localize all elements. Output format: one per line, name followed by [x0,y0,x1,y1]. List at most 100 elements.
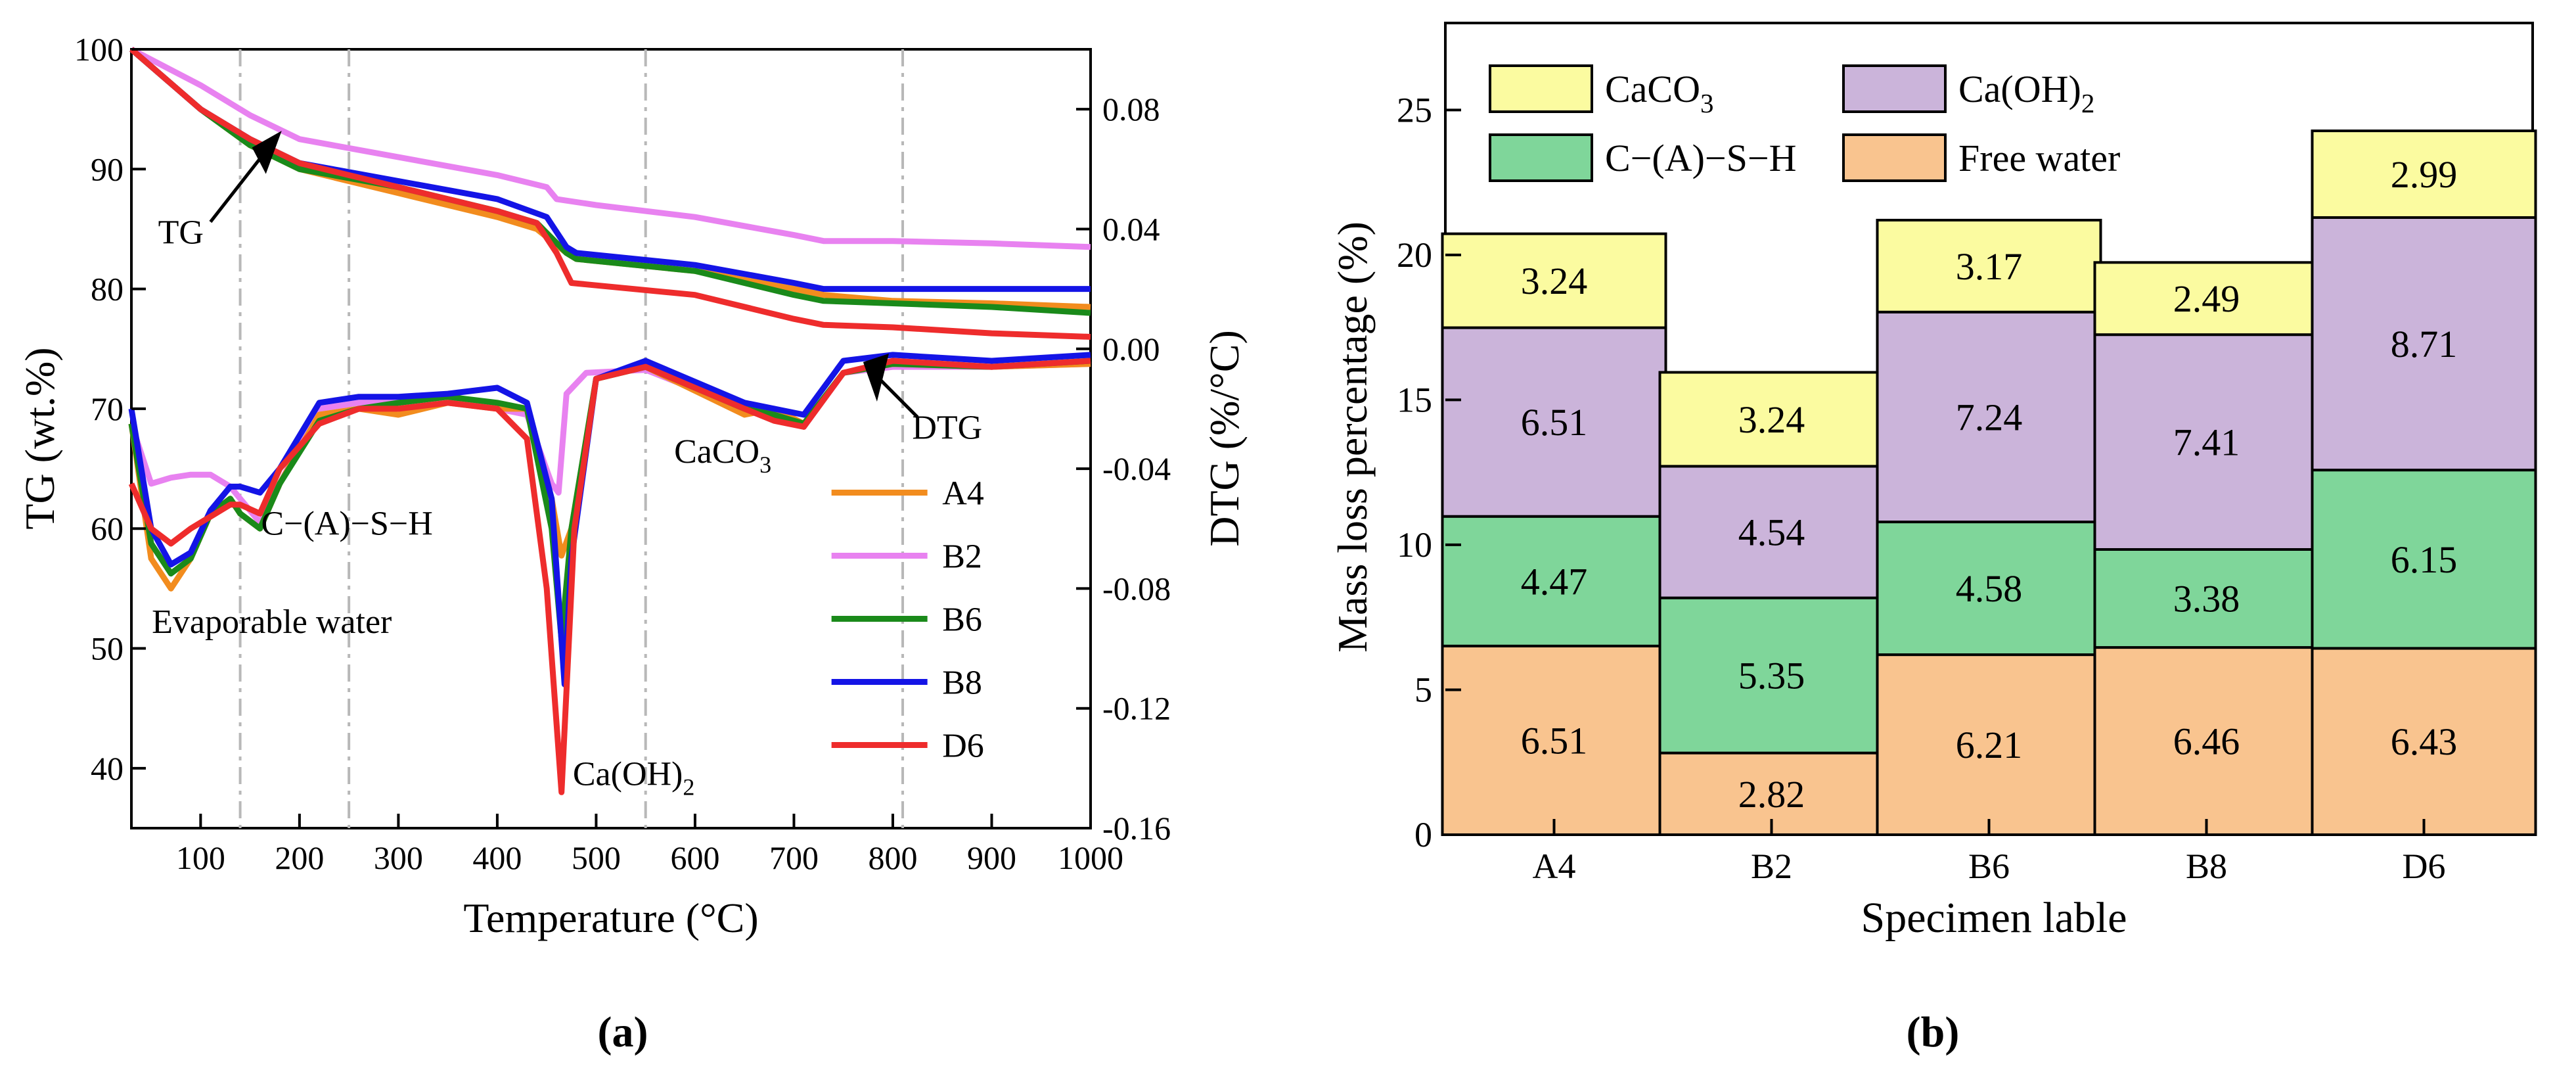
y-tick-label-a: 90 [91,151,124,187]
bar-segment-B8 [2093,646,2320,836]
bar-segment-A4 [1441,232,1667,329]
bar-segment-D6 [2311,647,2537,836]
y-tick-label-b: 5 [1414,670,1432,709]
tg-line-B8 [129,47,1091,292]
bar-segment-B2 [1658,371,1885,468]
bar-segment-A4 [1441,515,1667,647]
tg-line-D6 [129,47,1091,340]
legend-swatch-b [1489,64,1593,113]
y-tick-label-b: 15 [1397,380,1432,419]
x-tick-label-a: 400 [472,839,522,876]
bar-value-label: 6.51 [1521,401,1588,444]
tg-line-B2 [129,47,1091,250]
y-tick-label-a: 40 [91,750,124,787]
bar-value-label: 2.99 [2391,153,2458,196]
legend-label-A4: A4 [942,475,984,513]
dtg-arrow-head [863,354,889,402]
x-tick-label-a: 1000 [1058,839,1123,876]
legend-label-D6: D6 [942,728,984,765]
evaporable-water-annotation: Evaporable water [152,603,392,641]
caoh2-annotation: Ca(OH)2 [573,755,695,800]
legend-swatch-b [1842,133,1947,182]
bar-segment-B2 [1658,596,1885,755]
y2-tick-label-a: 0.04 [1102,210,1160,247]
bar-value-label: 2.49 [2173,277,2240,320]
legend-label-b: CaCO3 [1605,68,1714,118]
dtg-line-B8 [128,352,1091,687]
x-tick-label-a: 300 [374,839,423,876]
bar-value-label: 3.17 [1956,245,2023,288]
bar-value-label: 6.15 [2391,538,2458,581]
dtg-annotation: DTG [912,409,982,447]
bar-segment-D6 [2311,216,2537,472]
bar-segment-A4 [1441,644,1667,836]
tg-arrow-head [252,130,282,174]
legend-label-B2: B2 [942,538,982,576]
x-axis-label-b: Specimen lable [1861,894,2127,942]
bar-segment-B8 [2093,548,2320,649]
tg-arrow [209,151,267,223]
y-tick-label-a: 70 [91,390,124,427]
y2-tick-label-a: 0.08 [1102,91,1160,128]
y2-tick-label-a: 0.00 [1102,331,1160,367]
y2-tick-label-a: -0.08 [1102,570,1171,607]
mass-loss-chart: 6.51 4.47 6.51 3.24 2.82 5.35 4.54 3.24 6.21 4.58… [1329,22,2537,1056]
bar-segment-B6 [1876,218,2102,314]
legend-label-b: Ca(OH)2 [1958,68,2094,118]
y-axis-label-b: Mass loss percentage (%) [1329,221,1376,653]
x-tick-label-a: 800 [868,839,917,876]
dtg-line-D6 [128,358,1091,795]
category-label: D6 [2403,847,2446,886]
legend-label-B6: B6 [942,601,982,639]
bar-value-label: 5.35 [1738,655,1805,697]
y2-tick-label-a: -0.12 [1102,690,1171,727]
bar-segment-B6 [1876,653,2102,837]
bar-value-label: 8.71 [2391,323,2458,365]
bar-value-label: 6.43 [2391,720,2458,763]
bar-segment-D6 [2311,469,2537,650]
y2-axis-label-a: DTG (%/°C) [1201,330,1248,547]
y-tick-label-a: 80 [91,271,124,308]
y-tick-label-a: 100 [74,31,124,68]
x-tick-label-a: 200 [275,839,324,876]
y-tick-label-b: 0 [1414,815,1432,854]
dtg-arrow [876,375,919,419]
x-tick-label-a: 700 [769,839,819,876]
y-axis-label-a: TG (wt.%) [16,347,63,529]
panel-label-b: (b) [1907,1008,1960,1056]
y-tick-label-a: 50 [91,630,124,667]
bar-value-label: 2.82 [1738,773,1805,816]
bar-value-label: 4.47 [1521,560,1588,603]
y-tick-label-b: 10 [1397,525,1432,565]
bar-value-label: 7.24 [1956,396,2023,438]
legend-label-b: Free water [1958,137,2120,179]
legend-label-B8: B8 [942,664,982,702]
category-label: B8 [2186,847,2227,886]
caco3-annotation: CaCO3 [674,433,771,478]
legend-swatch-b [1489,133,1593,182]
bar-segment-D6 [2311,129,2537,219]
x-tick-label-a: 500 [572,839,621,876]
bar-value-label: 6.21 [1956,724,2023,766]
bar-segment-B6 [1876,310,2102,524]
category-label: B2 [1751,847,1792,886]
bar-segment-B6 [1876,521,2102,657]
tg-line-A4 [129,47,1091,310]
category-label: A4 [1533,847,1576,886]
bar-value-label: 3.38 [2173,578,2240,620]
bar-value-label: 3.24 [1738,398,1805,441]
y-tick-label-a: 60 [91,510,124,547]
y-tick-label-b: 25 [1397,90,1432,129]
bar-value-label: 3.24 [1521,260,1588,302]
bar-value-label: 6.46 [2173,720,2240,763]
bar-value-label: 7.41 [2173,421,2240,464]
bar-value-label: 6.51 [1521,719,1588,762]
bar-segment-B8 [2093,333,2320,551]
legend-label-b: C−(A)−S−H [1605,137,1796,179]
bar-value-label: 4.54 [1738,511,1805,554]
tg-line-B6 [129,47,1091,316]
panel-label-a: (a) [598,1008,648,1056]
x-tick-label-a: 100 [176,839,225,876]
csh-annotation: C−(A)−S−H [261,505,432,542]
